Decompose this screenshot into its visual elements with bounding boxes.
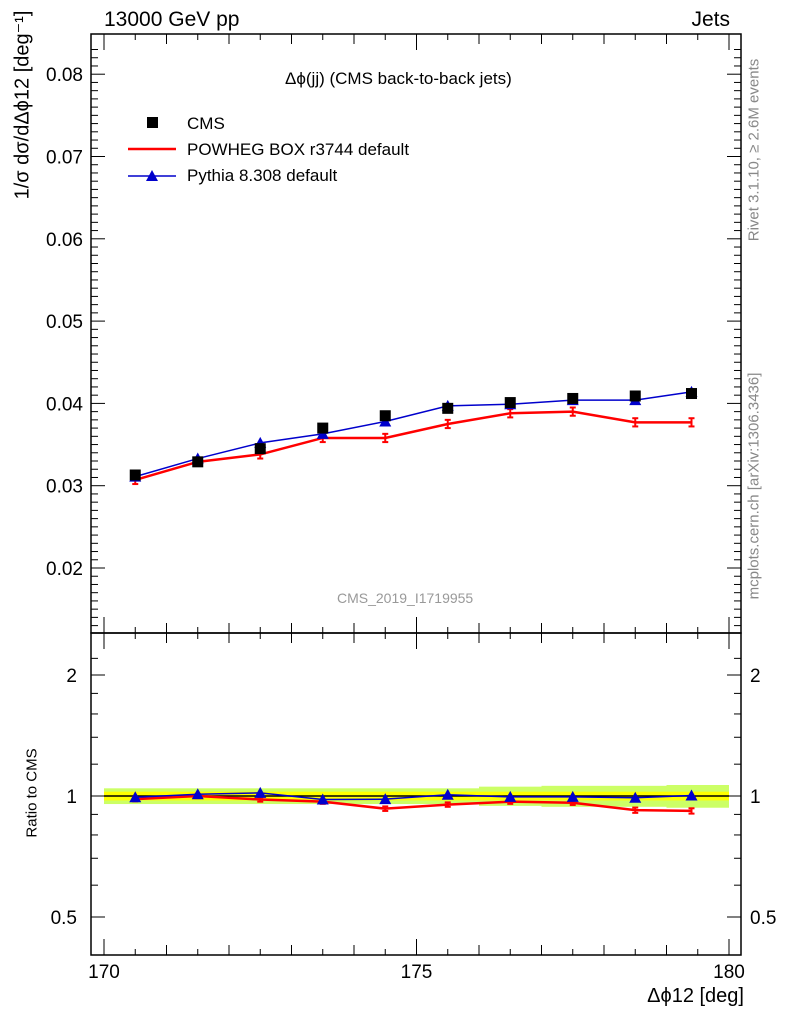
cms-marker xyxy=(254,443,266,455)
y-tick-label-ratio: 2 xyxy=(66,666,77,687)
ratio-pythia-marker xyxy=(685,789,698,801)
y-axis-label-ratio: Ratio to CMS xyxy=(23,748,41,838)
legend-marker-cms xyxy=(147,117,158,128)
cms-marker xyxy=(192,456,204,468)
y-tick-label-main: 0.08 xyxy=(46,65,83,86)
header-left: 13000 GeV pp xyxy=(104,8,240,31)
cms-marker xyxy=(379,410,391,422)
x-tick-label: 180 xyxy=(713,962,745,983)
ratio-pythia-marker xyxy=(191,788,204,800)
cms-marker xyxy=(629,390,641,402)
plot-title: Δϕ(jj) (CMS back-to-back jets) xyxy=(285,69,512,88)
x-axis-label: Δϕ12 [deg] xyxy=(647,985,744,1007)
legend-marker-pythia xyxy=(146,170,158,181)
x-tick-label: 175 xyxy=(401,962,433,983)
ratio-powheg-line xyxy=(135,794,692,813)
ratio-pythia-marker xyxy=(254,786,267,798)
y-tick-label-ratio-right: 0.5 xyxy=(750,908,776,929)
y-tick-label-main: 0.05 xyxy=(46,312,83,333)
y-axis-label-main: 1/σ dσ/dΔϕ12 [deg⁻¹] xyxy=(11,10,34,200)
cms-marker xyxy=(686,388,697,400)
cms-marker xyxy=(567,392,579,404)
mcplots-label: mcplots.cern.ch [arXiv:1306.3436] xyxy=(745,372,763,600)
cms-marker xyxy=(442,402,454,414)
ratio-pythia-line xyxy=(135,792,692,801)
legend-label-powheg: POWHEG BOX r3744 default xyxy=(187,140,410,159)
cms-marker xyxy=(129,469,141,481)
powheg-line xyxy=(134,410,692,482)
rivet-label: Rivet 3.1.10, ≥ 2.6M events xyxy=(745,58,763,242)
ratio-pythia-marker xyxy=(504,790,517,802)
ratio-pythia-marker xyxy=(629,791,642,803)
header-right: Jets xyxy=(691,8,730,31)
y-tick-label-ratio-right: 1 xyxy=(750,787,761,808)
ratio-pythia-marker xyxy=(441,788,454,800)
ratio-pythia-marker xyxy=(316,793,329,805)
y-tick-label-ratio-right: 2 xyxy=(750,666,761,687)
y-tick-label-main: 0.04 xyxy=(46,394,83,415)
y-tick-label-ratio: 0.5 xyxy=(51,908,77,929)
y-tick-label-main: 0.07 xyxy=(46,148,83,169)
watermark: CMS_2019_I1719955 xyxy=(337,590,474,606)
y-tick-label-ratio: 1 xyxy=(66,787,77,808)
y-tick-label-main: 0.03 xyxy=(46,477,83,498)
ratio-pythia-marker xyxy=(379,793,392,805)
cms-marker xyxy=(317,422,329,434)
y-tick-label-main: 0.02 xyxy=(46,559,83,580)
ratio-pythia-marker xyxy=(566,790,579,802)
cms-marker xyxy=(504,397,516,409)
legend-label-cms: CMS xyxy=(187,114,225,133)
x-tick-label: 170 xyxy=(88,962,120,983)
pythia-line xyxy=(135,391,692,478)
y-tick-label-main: 0.06 xyxy=(46,230,83,251)
legend-label-pythia: Pythia 8.308 default xyxy=(187,166,338,185)
ratio-pythia-marker xyxy=(129,791,142,803)
